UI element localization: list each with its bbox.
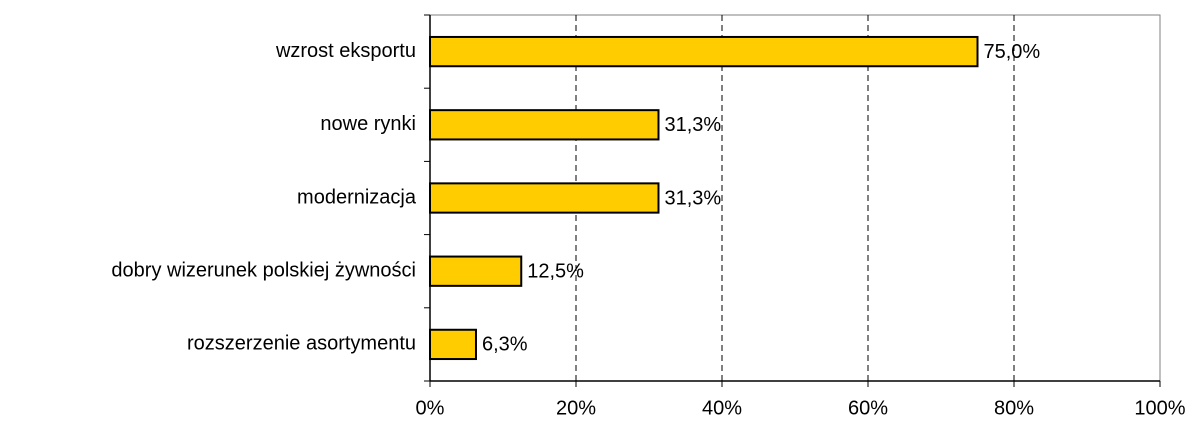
x-tick-label: 100% xyxy=(1134,397,1185,419)
x-tick-label: 40% xyxy=(702,397,742,419)
value-label: 31,3% xyxy=(664,187,721,209)
bar xyxy=(429,328,477,361)
bar xyxy=(429,255,523,287)
bar xyxy=(429,35,979,68)
y-tick-label: rozszerzenie asortymentu xyxy=(187,333,416,355)
bar xyxy=(429,109,660,141)
x-tick-label: 80% xyxy=(994,397,1034,419)
x-tick-label: 20% xyxy=(556,397,596,419)
value-label: 75,0% xyxy=(984,41,1041,63)
y-tick-label: dobry wizerunek polskiej żywności xyxy=(111,259,416,281)
value-label: 31,3% xyxy=(664,114,721,136)
y-tick-label: nowe rynki xyxy=(320,113,416,135)
x-tick-label: 0% xyxy=(416,397,445,419)
y-tick-label: modernizacja xyxy=(297,186,417,208)
x-tick-label: 60% xyxy=(848,397,888,419)
bar xyxy=(429,182,660,214)
value-label: 6,3% xyxy=(482,334,528,356)
value-label: 12,5% xyxy=(527,260,584,282)
y-tick-label: wzrost eksportu xyxy=(275,40,416,62)
